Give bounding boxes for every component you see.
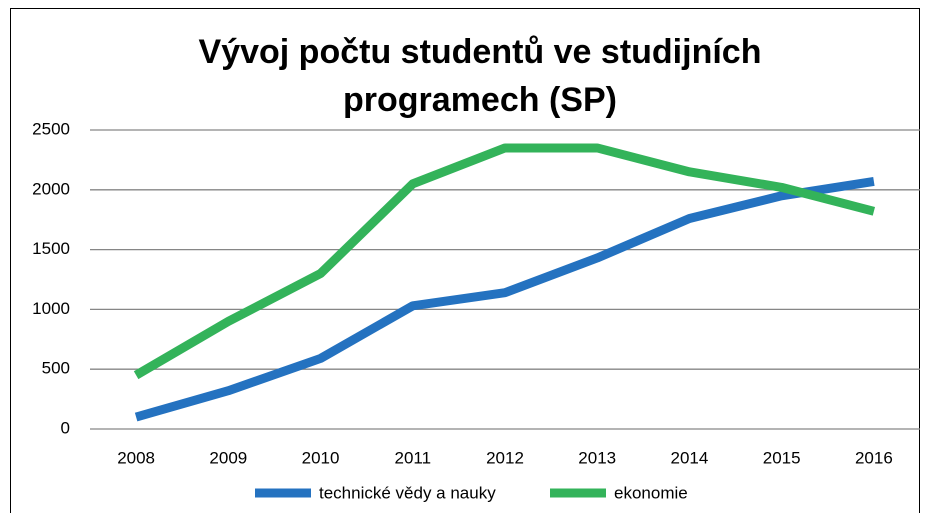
y-tick-label: 1000 xyxy=(32,299,70,318)
chart-title: programech (SP) xyxy=(343,81,617,119)
x-tick-label: 2013 xyxy=(578,448,616,467)
x-tick-label: 2016 xyxy=(855,448,893,467)
series-line xyxy=(134,176,875,422)
legend-label: ekonomie xyxy=(614,483,688,502)
x-tick-label: 2014 xyxy=(671,448,709,467)
y-tick-label: 1500 xyxy=(32,239,70,258)
y-tick-label: 2000 xyxy=(32,179,70,198)
chart-title: Vývoj počtu studentů ve studijních xyxy=(199,33,762,71)
x-tick-label: 2008 xyxy=(117,448,155,467)
x-tick-label: 2015 xyxy=(763,448,801,467)
series-line xyxy=(133,143,876,380)
y-tick-label: 2500 xyxy=(32,119,70,138)
x-tick-label: 2010 xyxy=(302,448,340,467)
x-tick-label: 2011 xyxy=(394,448,431,467)
x-tick-label: 2012 xyxy=(486,448,524,467)
y-tick-label: 0 xyxy=(61,418,70,437)
legend-label: technické vědy a nauky xyxy=(319,483,496,502)
x-tick-label: 2009 xyxy=(209,448,247,467)
y-tick-label: 500 xyxy=(42,359,70,378)
